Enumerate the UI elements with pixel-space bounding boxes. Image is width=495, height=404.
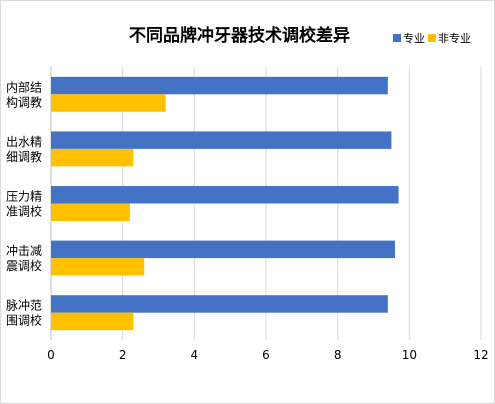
x-tick-label: 10 [402,348,417,362]
bar-non-professional [51,258,145,276]
bar-professional [51,131,392,149]
bar-non-professional [51,148,134,167]
bar-professional [51,240,395,259]
x-tick-label: 0 [47,348,55,362]
legend-label-non-professional: 非专业 [438,32,471,45]
legend: 专业 非专业 [393,30,474,46]
bar-non-professional [51,312,134,331]
bar-professional [51,295,388,313]
category-label: 压力精准调校 [6,190,42,219]
x-tick-label: 6 [262,348,270,362]
legend-label-professional: 专业 [403,32,425,45]
x-tick-label: 4 [191,348,199,362]
x-tick-label: 2 [119,348,127,362]
bar-professional [51,186,399,204]
x-tick-label: 8 [334,348,342,362]
category-label: 冲击减震调校 [6,243,42,273]
chart-title: 不同品牌冲牙器技术调校差异 [129,26,350,46]
category-label: 出水精细调教 [6,135,42,164]
category-label: 脉冲范围调校 [6,298,42,328]
bar-non-professional [51,94,166,112]
bar-professional [51,76,388,95]
legend-swatch-professional [393,34,401,42]
category-label: 内部结构调教 [6,79,42,109]
x-tick-label: 12 [473,348,488,362]
bar-non-professional [51,203,130,221]
legend-swatch-non-professional [428,34,436,42]
